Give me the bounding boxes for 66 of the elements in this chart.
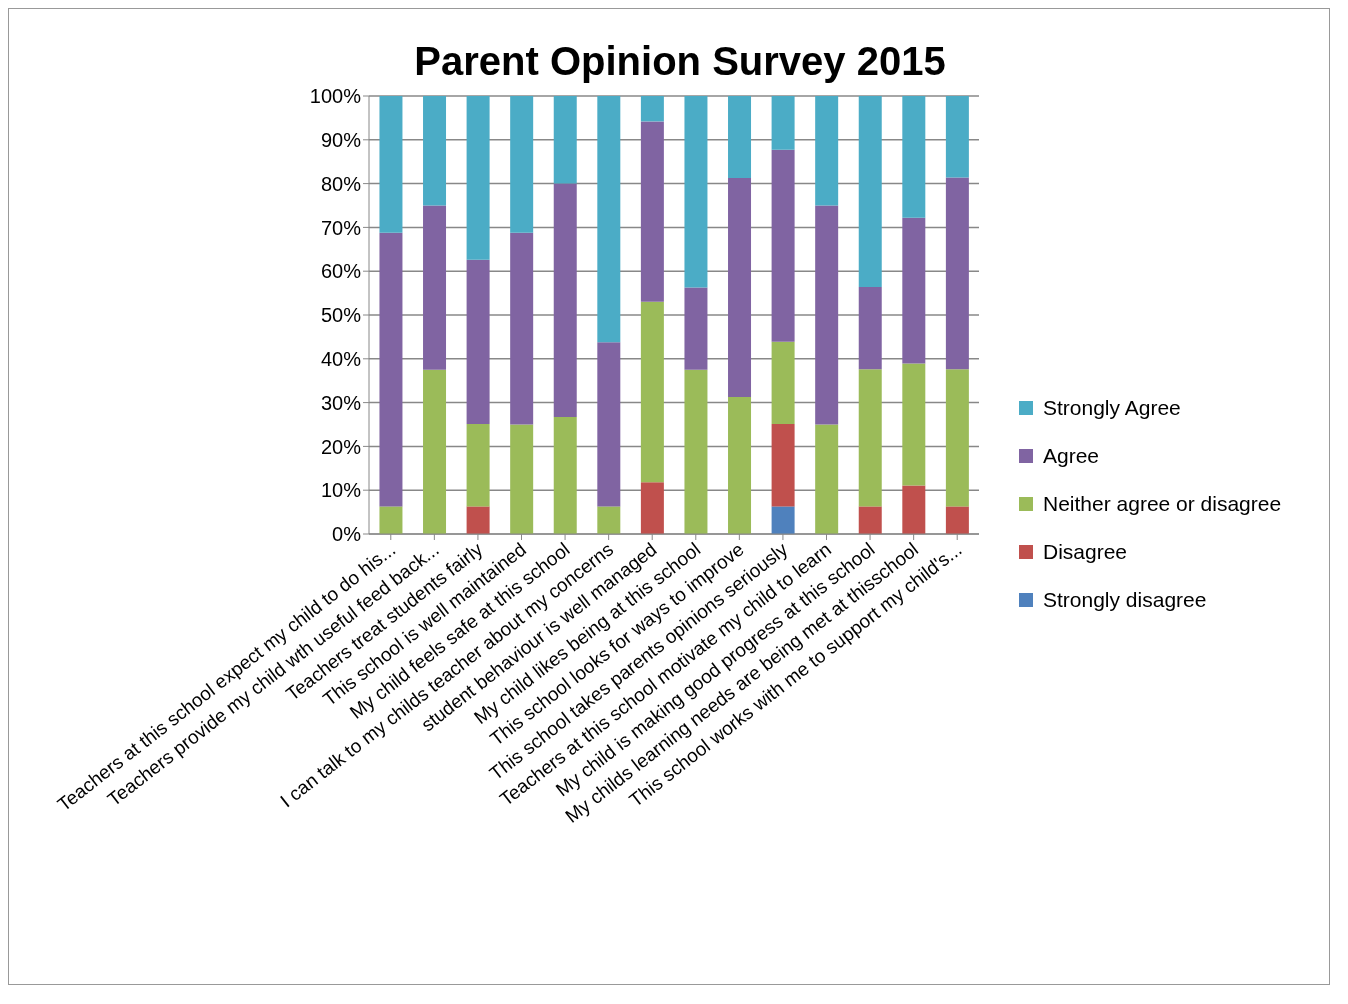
y-tick-label: 100% xyxy=(309,85,362,108)
bar xyxy=(945,177,969,370)
bar xyxy=(510,96,534,233)
bar xyxy=(771,341,795,425)
bar xyxy=(771,149,795,342)
bar xyxy=(423,369,447,534)
bar xyxy=(815,424,839,534)
bar xyxy=(510,424,534,534)
bar xyxy=(466,96,490,260)
legend-label: Disagree xyxy=(1043,540,1128,564)
legend-label: Strongly Agree xyxy=(1043,396,1181,420)
y-tick-label: 90% xyxy=(320,128,362,151)
bar xyxy=(902,363,926,486)
y-tick-label: 40% xyxy=(320,347,362,370)
y-tick-label: 50% xyxy=(320,304,362,327)
bar xyxy=(379,506,403,534)
bar xyxy=(902,217,926,364)
bar xyxy=(466,424,490,507)
bar xyxy=(858,369,882,507)
bar xyxy=(466,259,490,425)
y-tick-label: 20% xyxy=(320,435,362,458)
legend-label: Strongly disagree xyxy=(1043,588,1207,612)
bar xyxy=(640,96,664,122)
bar xyxy=(771,506,795,534)
y-tick-label: 30% xyxy=(320,391,362,414)
bar xyxy=(423,96,447,206)
bar xyxy=(553,417,577,534)
bar xyxy=(640,301,664,483)
bar xyxy=(728,177,752,397)
bar xyxy=(684,287,708,370)
bar xyxy=(553,96,577,184)
bar xyxy=(815,96,839,206)
y-tick-label: 0% xyxy=(332,523,362,546)
bar xyxy=(945,506,969,534)
y-tick-label: 60% xyxy=(320,260,362,283)
bar xyxy=(858,286,882,370)
bar xyxy=(945,96,969,178)
bar xyxy=(771,424,795,507)
bar xyxy=(597,506,621,534)
y-tick-label: 80% xyxy=(320,172,362,195)
chart-title: Parent Opinion Survey 2015 xyxy=(414,39,946,83)
bar xyxy=(945,369,969,507)
bar xyxy=(728,396,752,534)
bar xyxy=(858,96,882,287)
bar xyxy=(771,96,795,150)
bar xyxy=(684,369,708,534)
bar xyxy=(640,482,664,534)
bar xyxy=(597,342,621,507)
bar xyxy=(684,96,708,288)
bar xyxy=(902,96,926,218)
legend-label: Neither agree or disagree xyxy=(1043,492,1282,516)
bar xyxy=(379,232,403,507)
y-tick-label: 10% xyxy=(320,479,362,502)
bar xyxy=(379,96,403,233)
bar xyxy=(466,506,490,534)
bar xyxy=(597,96,621,343)
bar xyxy=(423,205,447,370)
bar xyxy=(640,121,664,302)
bar xyxy=(902,485,926,534)
y-tick-label: 70% xyxy=(320,216,362,239)
bar xyxy=(553,183,577,418)
bar xyxy=(815,205,839,425)
bar xyxy=(510,232,534,425)
legend-label: Agree xyxy=(1043,444,1100,468)
bar xyxy=(858,506,882,534)
bar xyxy=(728,96,752,178)
